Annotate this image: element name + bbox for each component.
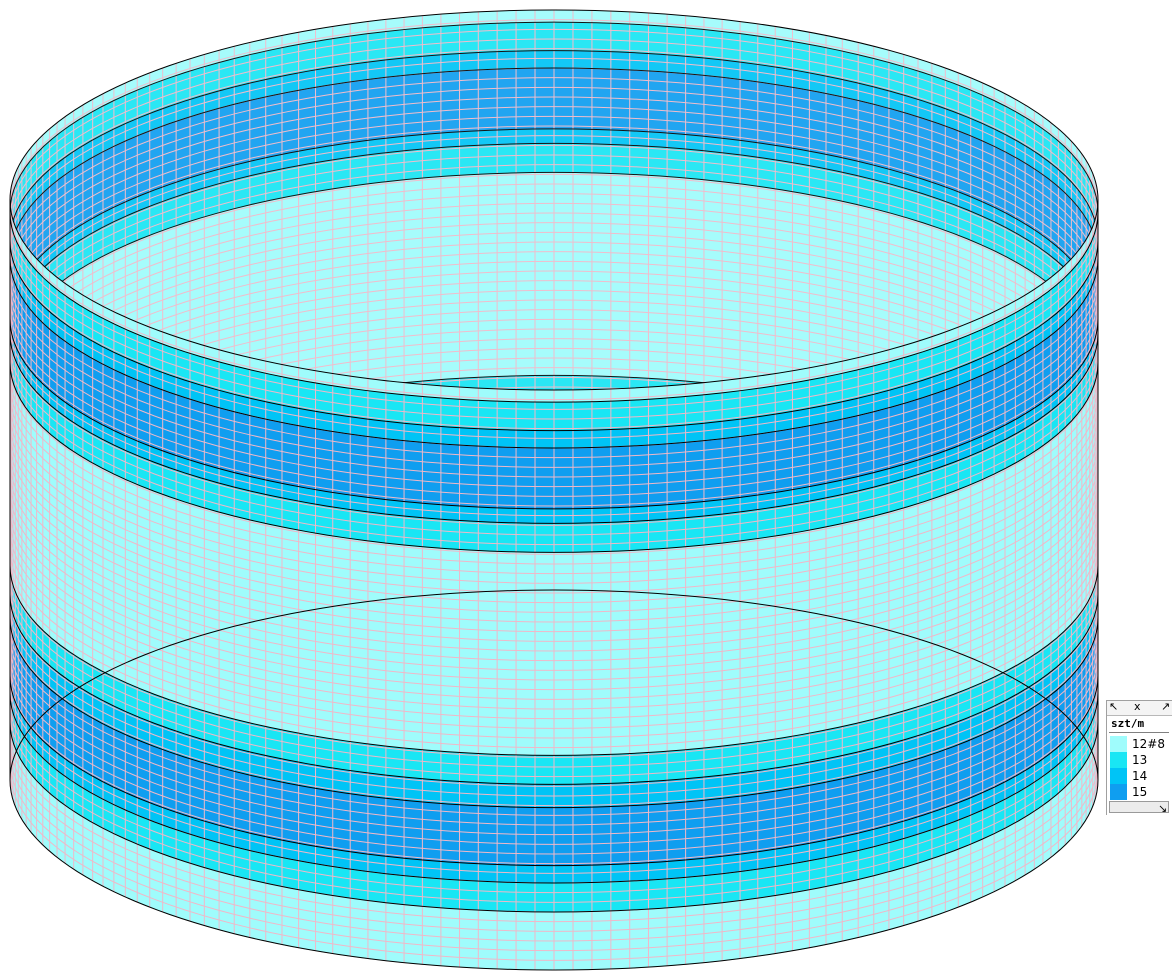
legend-resize-icon[interactable]: ↘ [1158,802,1168,815]
legend-entry: 15 [1110,784,1170,800]
legend-toolbar: ↖ x ↗ [1107,700,1172,716]
cylinder-outline [9,9,1099,971]
legend-entry-label: 14 [1132,769,1148,783]
legend-panel[interactable]: ↖ x ↗ szt/m 12#8 13 14 15 ↘ [1106,700,1172,815]
legend-entry-label: 13 [1132,753,1148,767]
legend-entry: 13 [1110,752,1170,768]
legend-swatch [1110,768,1127,784]
legend-entry-label: 15 [1132,785,1148,799]
legend-swatch [1110,736,1127,752]
legend-unit-label: szt/m [1111,717,1145,730]
legend-entry: 14 [1110,768,1170,784]
legend-entry-label: 12#8 [1132,737,1165,751]
legend-swatch [1110,752,1127,768]
cylinder-shell [9,10,1099,970]
legend-close-icon[interactable]: x [1134,700,1141,713]
legend-divider [1109,732,1169,733]
legend-entry: 12#8 [1110,736,1170,752]
legend-move-left-icon[interactable]: ↖ [1109,700,1119,713]
legend-scrollbar[interactable]: ↘ [1109,801,1169,815]
legend-swatch [1110,784,1127,800]
legend-move-right-icon[interactable]: ↗ [1161,700,1171,713]
